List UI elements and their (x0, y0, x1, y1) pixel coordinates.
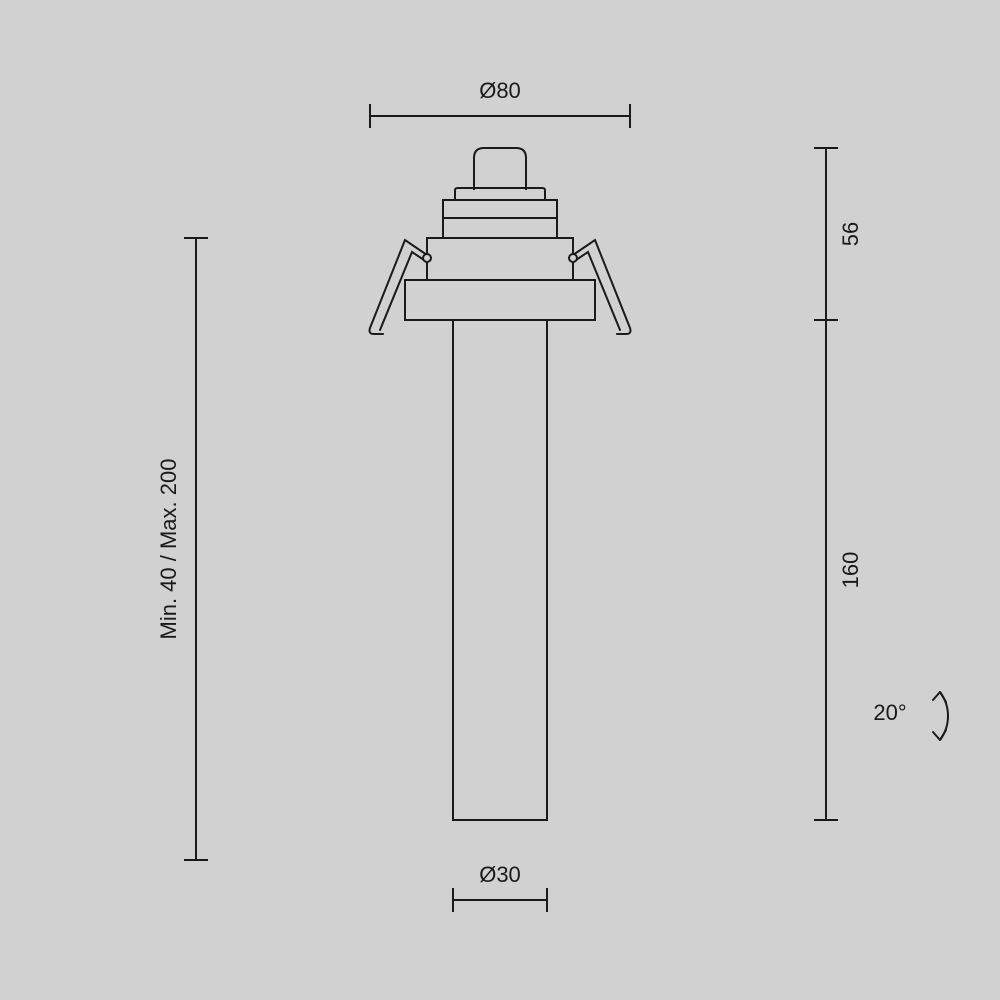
background (0, 0, 1000, 1000)
label-right-upper: 56 (838, 222, 863, 246)
label-top-diameter: Ø80 (479, 78, 521, 103)
label-angle: 20° (873, 700, 906, 725)
label-right-lower: 160 (838, 552, 863, 589)
technical-drawing: Ø80 Ø30 Min. 40 / Max. 200 56 160 20° (0, 0, 1000, 1000)
label-bottom-diameter: Ø30 (479, 862, 521, 887)
label-left-height: Min. 40 / Max. 200 (156, 459, 181, 640)
